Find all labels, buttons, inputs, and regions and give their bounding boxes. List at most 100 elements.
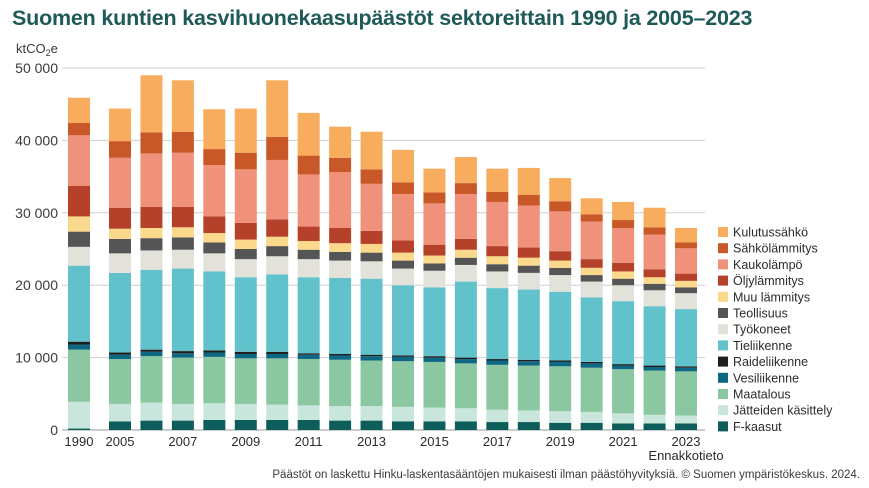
legend-label: Vesiliikenne	[733, 371, 799, 385]
bar-segment	[109, 272, 131, 353]
bar-segment	[140, 269, 163, 350]
bar-segment	[297, 354, 320, 360]
bar-stack-2015: 2015	[420, 168, 449, 449]
bar-segment	[392, 361, 414, 407]
y-axis-unit-label: ktCO2e	[16, 41, 58, 58]
bar-segment	[580, 221, 603, 260]
bar-segment	[329, 420, 352, 430]
bar-segment	[454, 421, 477, 430]
bar-segment	[580, 214, 603, 222]
bar-segment	[171, 131, 194, 153]
bar-segment	[580, 361, 603, 364]
bar-segment	[675, 287, 697, 294]
x-tick-label: 2015	[420, 434, 449, 449]
bar-segment	[203, 419, 226, 430]
legend-swatch	[718, 405, 728, 416]
bar-segment	[329, 406, 352, 421]
bar-stack-2014	[392, 149, 414, 430]
bar-segment	[266, 219, 289, 237]
legend-item: Kulutussähkö	[718, 226, 808, 240]
bar-segment	[297, 112, 320, 156]
x-tick-label: 2009	[231, 434, 260, 449]
bar-segment	[203, 149, 226, 166]
bar-segment	[360, 183, 383, 231]
bar-segment	[68, 401, 90, 429]
bar-segment	[675, 366, 697, 368]
bar-segment	[612, 301, 635, 365]
legend-label: Maatalous	[733, 388, 791, 402]
bar-segment	[203, 165, 226, 217]
bar-segment	[517, 361, 540, 366]
bar-segment	[68, 341, 90, 345]
bar-segment	[203, 253, 226, 272]
bar-segment	[360, 278, 383, 355]
bar-segment	[171, 351, 194, 354]
bar-segment	[171, 152, 194, 208]
bar-segment	[612, 228, 635, 263]
bar-segment	[580, 297, 603, 362]
bar-stack-2020	[580, 198, 603, 430]
bar-segment	[171, 353, 194, 358]
bar-segment	[68, 186, 90, 217]
bar-segment	[329, 355, 352, 360]
legend-swatch	[718, 340, 728, 351]
bar-segment	[140, 228, 163, 239]
bar-segment	[68, 428, 90, 430]
bar-segment	[234, 108, 257, 153]
bar-segment	[140, 75, 163, 133]
bar-segment	[171, 357, 194, 404]
bar-segment	[329, 251, 352, 261]
bar-segment	[486, 359, 509, 361]
bar-segment	[171, 420, 194, 430]
bar-segment	[392, 182, 414, 194]
bar-segment	[486, 364, 509, 410]
bar-segment	[580, 411, 603, 423]
bar-segment	[266, 353, 289, 359]
legend-swatch	[718, 324, 728, 335]
bar-segment	[140, 238, 163, 251]
bar-segment	[297, 277, 320, 354]
bar-segment	[392, 356, 414, 362]
bar-segment	[517, 272, 540, 290]
bar-segment	[486, 201, 509, 247]
bar-stack-2006	[140, 75, 163, 430]
bar-segment	[675, 423, 697, 430]
bar-stack-2010	[266, 80, 289, 430]
legend-swatch	[718, 389, 728, 399]
legend-swatch	[718, 308, 728, 318]
legend-label: Sähkölämmitys	[733, 242, 818, 256]
legend-label: Öljylämmitys	[733, 274, 804, 288]
bar-segment	[297, 353, 320, 355]
bar-segment	[360, 252, 383, 262]
bar-segment	[580, 367, 603, 412]
y-tick-label: 0	[50, 422, 58, 438]
bar-segment	[454, 281, 477, 358]
bar-segment	[68, 97, 90, 124]
bar-segment	[140, 153, 163, 208]
bar-stack-2008	[203, 109, 226, 430]
bar-segment	[580, 198, 603, 215]
bar-segment	[392, 240, 414, 253]
bar-stack-2012	[329, 126, 352, 430]
bar-segment	[549, 275, 572, 292]
bar-segment	[517, 265, 540, 273]
bar-segment	[643, 414, 666, 424]
legend-swatch	[718, 356, 728, 367]
bar-segment	[109, 352, 131, 355]
bar-segment	[517, 194, 540, 206]
bar-segment	[454, 357, 477, 360]
x-tick-label: 2013	[357, 434, 386, 449]
bar-segment	[643, 365, 666, 368]
bar-segment	[549, 366, 572, 412]
bar-segment	[140, 402, 163, 421]
bar-segment	[109, 403, 131, 422]
bar-segment	[266, 404, 289, 420]
footer-note: Päästöt on laskettu Hinku-laskentasääntö…	[272, 469, 860, 481]
bar-segment	[423, 244, 446, 256]
bar-segment	[140, 356, 163, 403]
bar-segment	[486, 264, 509, 272]
bar-segment	[454, 359, 477, 364]
bar-segment	[109, 207, 131, 229]
bar-segment	[203, 242, 226, 254]
